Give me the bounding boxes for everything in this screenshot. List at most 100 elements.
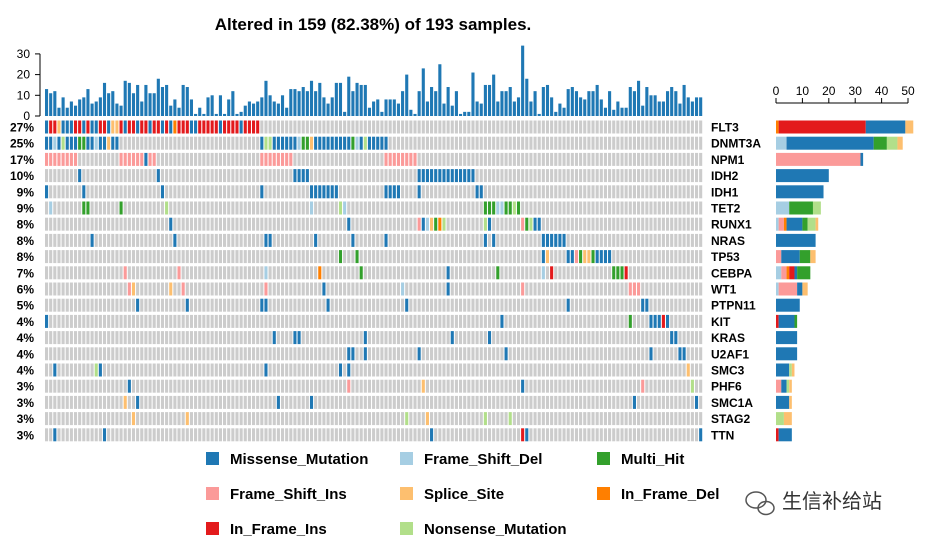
empty-cell (504, 379, 508, 393)
empty-cell (309, 412, 314, 426)
empty-cell (434, 282, 438, 296)
legend-label: Missense_Mutation (230, 451, 368, 468)
empty-cell (628, 233, 632, 247)
empty-cell (545, 266, 550, 280)
empty-cell (98, 298, 102, 312)
empty-cell (413, 169, 417, 183)
side-bar-segment (865, 120, 906, 134)
top-bar (351, 91, 355, 116)
empty-cell (198, 412, 202, 426)
empty-cell (247, 250, 251, 264)
empty-cell (612, 428, 616, 442)
top-y-tick-label: 10 (17, 88, 31, 102)
empty-cell (637, 379, 641, 393)
empty-cell (268, 250, 272, 264)
top-bar (347, 76, 351, 116)
empty-cell (73, 282, 78, 296)
top-bar (119, 105, 123, 116)
empty-cell (256, 347, 260, 361)
legend-swatch (206, 522, 219, 535)
empty-cell (521, 136, 525, 150)
empty-cell (401, 363, 405, 377)
empty-cell (463, 298, 467, 312)
mutation-cell (45, 314, 49, 328)
empty-cell (417, 363, 421, 377)
mutation-cell (392, 152, 396, 166)
empty-cell (554, 298, 558, 312)
empty-cell (463, 412, 467, 426)
mutation-cell (616, 266, 620, 280)
empty-cell (516, 233, 521, 247)
empty-cell (206, 379, 210, 393)
empty-cell (297, 266, 301, 280)
top-bar (641, 105, 645, 116)
empty-cell (624, 331, 628, 345)
empty-cell (570, 395, 574, 409)
empty-cell (86, 314, 90, 328)
side-bar-segment (789, 379, 792, 393)
empty-cell (694, 363, 699, 377)
legend-label: In_Frame_Del (621, 486, 719, 503)
empty-cell (322, 363, 326, 377)
empty-cell (90, 282, 94, 296)
empty-cell (334, 266, 338, 280)
empty-cell (338, 331, 343, 345)
empty-cell (355, 363, 359, 377)
empty-cell (674, 217, 678, 231)
empty-cell (326, 379, 330, 393)
empty-cell (363, 298, 367, 312)
empty-cell (119, 298, 123, 312)
empty-cell (330, 169, 334, 183)
empty-cell (272, 363, 276, 377)
mutation-cell (53, 428, 57, 442)
empty-cell (227, 428, 231, 442)
empty-cell (115, 379, 119, 393)
empty-cell (459, 412, 463, 426)
empty-cell (144, 395, 148, 409)
empty-cell (661, 185, 665, 199)
empty-cell (690, 298, 694, 312)
empty-cell (165, 331, 169, 345)
empty-cell (562, 395, 566, 409)
empty-cell (355, 379, 359, 393)
empty-cell (223, 314, 227, 328)
empty-cell (252, 169, 256, 183)
empty-cell (293, 152, 297, 166)
mutation-cell (421, 379, 425, 393)
empty-cell (438, 201, 442, 215)
empty-cell (136, 314, 140, 328)
empty-cell (487, 120, 492, 134)
empty-cell (272, 298, 276, 312)
mutation-cell (264, 363, 268, 377)
mutation-cell (483, 412, 487, 426)
empty-cell (285, 412, 289, 426)
empty-cell (392, 169, 396, 183)
empty-cell (529, 412, 533, 426)
top-bar (699, 97, 703, 116)
empty-cell (98, 233, 102, 247)
empty-cell (645, 314, 649, 328)
empty-cell (140, 379, 144, 393)
empty-cell (355, 298, 359, 312)
top-bar (314, 91, 318, 116)
empty-cell (102, 331, 107, 345)
empty-cell (78, 363, 82, 377)
empty-cell (86, 363, 90, 377)
empty-cell (409, 428, 413, 442)
empty-cell (90, 250, 94, 264)
empty-cell (334, 331, 338, 345)
empty-cell (351, 169, 355, 183)
empty-cell (405, 233, 409, 247)
empty-cell (608, 185, 612, 199)
empty-cell (500, 331, 504, 345)
empty-cell (239, 217, 243, 231)
top-bar (243, 105, 247, 116)
empty-cell (330, 331, 334, 345)
empty-cell (280, 282, 285, 296)
empty-cell (699, 347, 703, 361)
empty-cell (628, 298, 632, 312)
empty-cell (442, 152, 446, 166)
empty-cell (131, 395, 136, 409)
mutation-cell (289, 136, 293, 150)
empty-cell (334, 428, 338, 442)
